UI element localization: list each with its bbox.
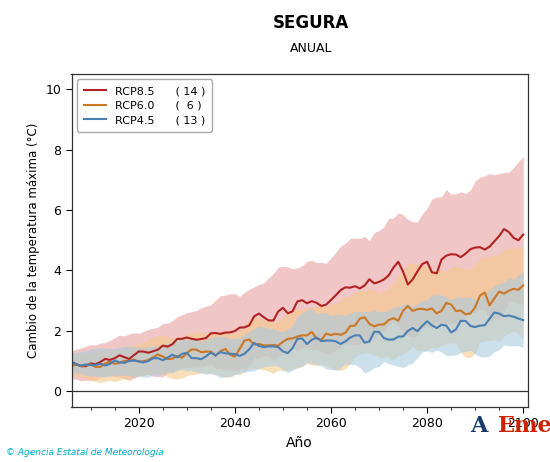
- Text: Emet: Emet: [498, 414, 550, 437]
- Text: © Agencia Estatal de Meteorología: © Agencia Estatal de Meteorología: [6, 449, 163, 457]
- Y-axis label: Cambio de la temperatura máxima (°C): Cambio de la temperatura máxima (°C): [26, 122, 40, 358]
- Text: A: A: [470, 414, 487, 437]
- X-axis label: Año: Año: [287, 436, 313, 450]
- Text: ANUAL: ANUAL: [289, 42, 332, 55]
- Text: SEGURA: SEGURA: [273, 14, 349, 32]
- Legend: RCP8.5      ( 14 ), RCP6.0      (  6 ), RCP4.5      ( 13 ): RCP8.5 ( 14 ), RCP6.0 ( 6 ), RCP4.5 ( 13…: [77, 79, 212, 132]
